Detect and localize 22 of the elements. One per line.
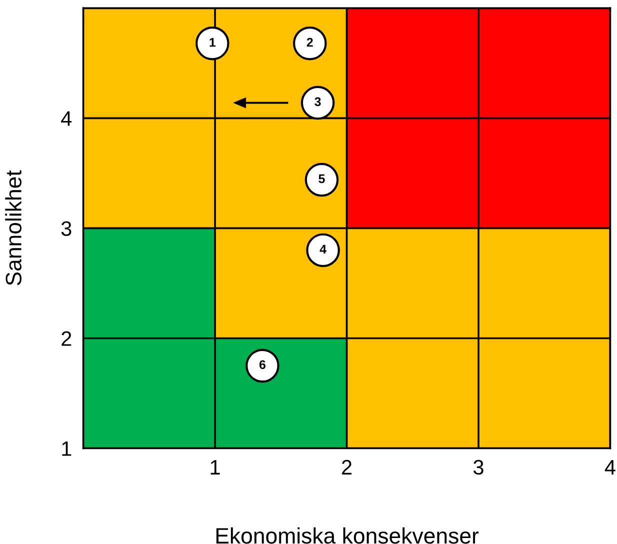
x-tick-label: 1 bbox=[210, 460, 220, 474]
x-tick-label: 2 bbox=[342, 460, 352, 474]
annotation: 4 bbox=[320, 244, 326, 254]
x-tick-label: 4 bbox=[604, 460, 616, 474]
x-tick-label: 3 bbox=[473, 460, 484, 475]
annotation: 1 bbox=[210, 38, 216, 47]
y-tick-label: 4 bbox=[61, 111, 72, 126]
point bbox=[306, 233, 340, 268]
point bbox=[196, 26, 230, 60]
point bbox=[304, 162, 339, 197]
annotation: 3 bbox=[314, 97, 321, 106]
point bbox=[300, 86, 335, 120]
y-axis-title: Sannolikhet bbox=[5, 170, 22, 286]
point bbox=[292, 26, 327, 60]
y-tick-label: 2 bbox=[62, 331, 72, 346]
x-axis-title: Ekonomiska konsekvenser bbox=[216, 527, 479, 544]
y-tick-label: 1 bbox=[62, 441, 72, 456]
annotation: 2 bbox=[306, 38, 313, 47]
y-tick-label: 3 bbox=[61, 221, 72, 236]
annotation: 6 bbox=[259, 360, 266, 370]
annotation: 5 bbox=[318, 174, 325, 184]
point bbox=[246, 348, 280, 383]
